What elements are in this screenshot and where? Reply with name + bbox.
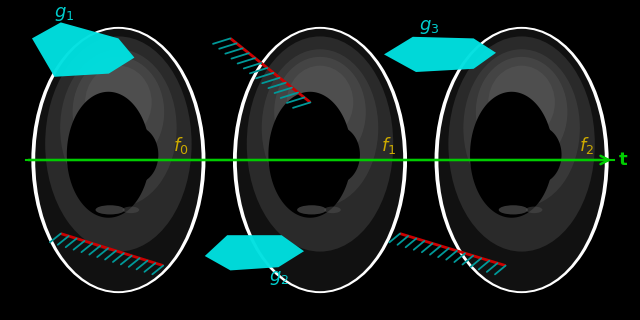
Text: $f_2$: $f_2$ <box>579 135 595 156</box>
Ellipse shape <box>73 135 94 174</box>
Ellipse shape <box>525 207 543 213</box>
Ellipse shape <box>488 66 555 139</box>
Ellipse shape <box>435 27 609 293</box>
Polygon shape <box>384 37 496 72</box>
Ellipse shape <box>275 135 296 174</box>
Ellipse shape <box>85 66 152 139</box>
Ellipse shape <box>476 135 497 174</box>
Ellipse shape <box>247 36 393 252</box>
Ellipse shape <box>233 27 407 293</box>
Ellipse shape <box>476 57 567 167</box>
Ellipse shape <box>275 57 366 167</box>
Polygon shape <box>112 126 158 184</box>
Text: $g_1$: $g_1$ <box>54 5 75 23</box>
Ellipse shape <box>463 49 580 207</box>
Ellipse shape <box>35 29 202 291</box>
Polygon shape <box>268 92 351 218</box>
Ellipse shape <box>297 205 326 214</box>
Polygon shape <box>32 22 134 77</box>
Ellipse shape <box>324 207 340 213</box>
Polygon shape <box>515 126 561 184</box>
Ellipse shape <box>123 207 140 213</box>
Ellipse shape <box>499 205 528 214</box>
Ellipse shape <box>237 29 403 291</box>
Text: $f_1$: $f_1$ <box>381 135 396 156</box>
Ellipse shape <box>45 36 191 252</box>
Text: $\mathbf{t}$: $\mathbf{t}$ <box>618 151 628 169</box>
Ellipse shape <box>60 49 177 207</box>
Text: $g_2$: $g_2$ <box>269 269 289 287</box>
Ellipse shape <box>287 66 353 139</box>
Ellipse shape <box>31 27 205 293</box>
Polygon shape <box>470 92 553 218</box>
Text: $g_3$: $g_3$ <box>419 18 440 36</box>
Ellipse shape <box>262 49 378 207</box>
Text: $f_0$: $f_0$ <box>173 135 188 156</box>
Ellipse shape <box>438 29 605 291</box>
Polygon shape <box>314 126 360 184</box>
Ellipse shape <box>95 205 125 214</box>
Ellipse shape <box>73 57 164 167</box>
Polygon shape <box>205 235 304 270</box>
Ellipse shape <box>449 36 595 252</box>
Polygon shape <box>67 92 150 218</box>
